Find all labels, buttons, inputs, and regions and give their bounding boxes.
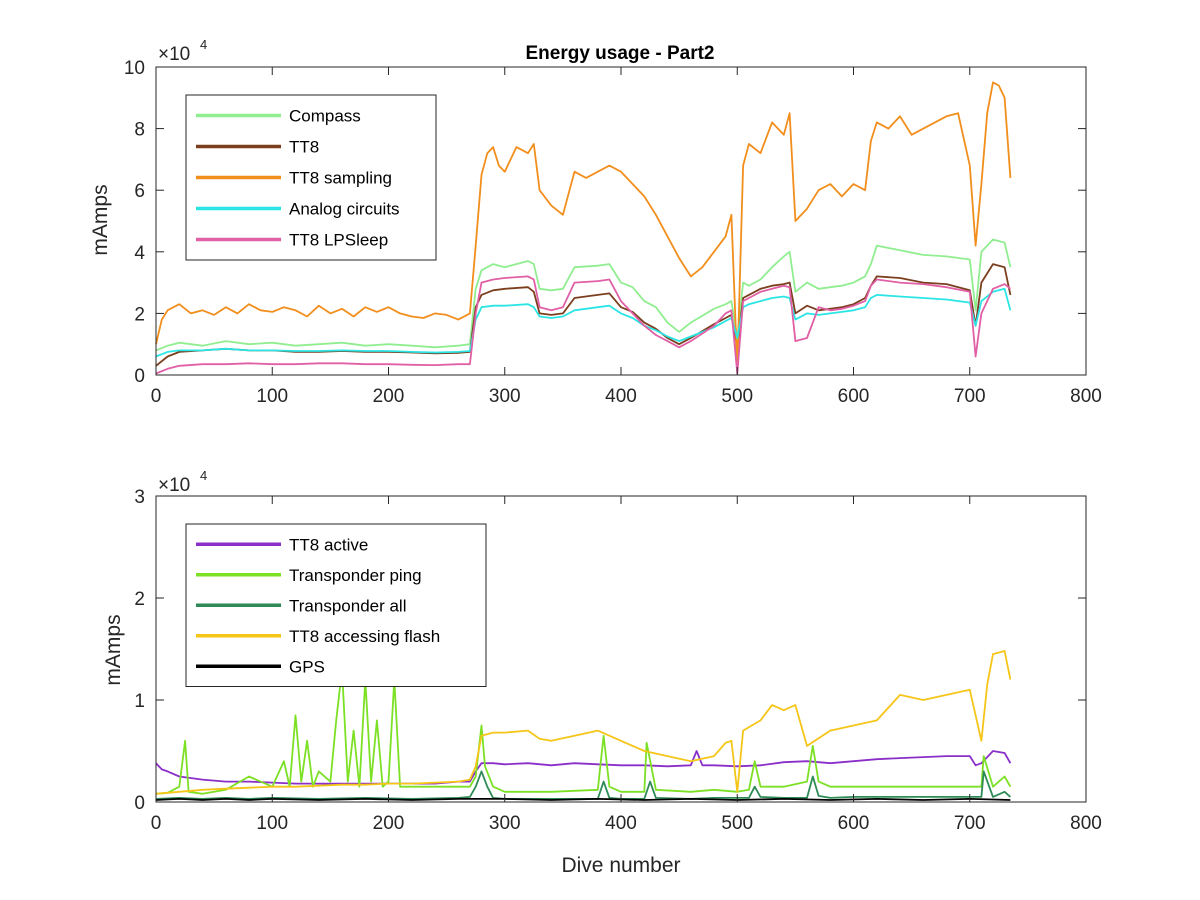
x-tick-label: 200 (373, 386, 405, 407)
top-chart-title: Energy usage - Part2 (525, 43, 714, 64)
legend-label: TT8 sampling (289, 169, 392, 188)
x-tick-label: 700 (954, 813, 986, 834)
legend-label: TT8 LPSleep (289, 231, 388, 250)
top-plot-area (155, 81, 1012, 375)
top-exponent-power: 4 (200, 37, 207, 52)
x-tick-label: 100 (256, 386, 288, 407)
y-tick-label: 2 (134, 589, 145, 610)
y-tick-label: 8 (134, 120, 145, 141)
x-tick-label: 600 (838, 386, 870, 407)
x-tick-label: 0 (151, 386, 162, 407)
top-y-axis-label: mAmps (89, 184, 112, 255)
series-line-tt8-lpsleep (155, 275, 1011, 375)
bottom-exponent-power: 4 (200, 468, 207, 483)
x-tick-label: 400 (605, 386, 637, 407)
top-axes: Energy usage - Part2 ×10 4 mAmps 0 100 200… (89, 37, 1102, 407)
top-exponent-base: ×10 (158, 44, 190, 65)
y-tick-label: 0 (134, 793, 145, 814)
series-line-tt8-accessing-flash (155, 650, 1012, 795)
y-tick-label: 1 (134, 691, 145, 712)
x-tick-label: 300 (489, 386, 521, 407)
legend-label: Analog circuits (289, 200, 400, 219)
x-tick-label: 500 (721, 386, 753, 407)
series-line-gps (155, 798, 1011, 801)
series-line-tt8-sampling (155, 81, 1012, 370)
bottom-axes: ×10 4 mAmps Dive number 0 100 200 300 400 500… (102, 468, 1102, 877)
y-tick-label: 3 (134, 487, 145, 508)
y-tick-label: 10 (124, 58, 145, 79)
bottom-exponent-base: ×10 (158, 475, 190, 496)
x-tick-label: 100 (256, 813, 288, 834)
x-tick-label: 300 (489, 813, 521, 834)
top-exponent-label: ×10 4 (158, 37, 207, 65)
legend-label: TT8 accessing flash (289, 627, 440, 646)
legend-label: TT8 (289, 138, 319, 157)
x-tick-label: 400 (605, 813, 637, 834)
x-tick-label: 0 (151, 813, 162, 834)
y-tick-label: 4 (134, 243, 145, 264)
top-legend: Compass TT8 TT8 sampling Analog circuits TT8… (185, 94, 437, 261)
bottom-exponent-label: ×10 4 (158, 468, 207, 496)
bottom-ticks: 0 100 200 300 400 500 600 700 800 0 1 2 3 (134, 487, 1101, 834)
y-tick-label: 6 (134, 181, 145, 202)
y-tick-label: 2 (134, 304, 145, 325)
bottom-legend: TT8 active Transponder ping Transponder al… (185, 523, 487, 687)
x-tick-label: 800 (1070, 386, 1102, 407)
legend-label: GPS (289, 657, 325, 676)
x-tick-label: 500 (721, 813, 753, 834)
x-tick-label: 700 (954, 386, 986, 407)
x-tick-label: 200 (373, 813, 405, 834)
series-line-analog-circuits (155, 287, 1012, 358)
legend-label: TT8 active (289, 535, 368, 554)
legend-label: Transponder all (289, 596, 407, 615)
series-line-compass (155, 238, 1012, 352)
bottom-y-axis-label: mAmps (102, 614, 125, 685)
x-tick-label: 600 (838, 813, 870, 834)
top-ticks: 0 100 200 300 400 500 600 700 800 0 2 4 6 8 10 (124, 58, 1102, 407)
series-line-tt8-active (155, 750, 1012, 785)
bottom-x-axis-label: Dive number (561, 854, 680, 877)
y-tick-label: 0 (134, 366, 145, 387)
legend-label: Compass (289, 107, 361, 126)
x-tick-label: 800 (1070, 813, 1102, 834)
legend-label: Transponder ping (289, 566, 422, 585)
